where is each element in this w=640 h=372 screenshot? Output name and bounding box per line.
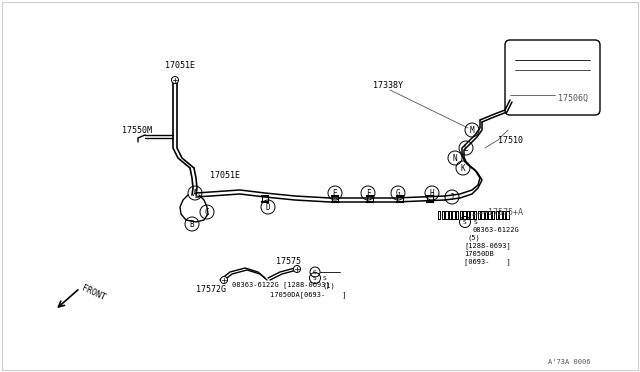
Text: 17051E: 17051E: [210, 170, 240, 180]
Text: 08363-6122G: 08363-6122G: [473, 227, 520, 233]
Text: 17575+A: 17575+A: [488, 208, 523, 217]
Circle shape: [221, 276, 227, 283]
Text: A: A: [193, 189, 197, 198]
Text: J: J: [450, 192, 454, 202]
Text: L: L: [464, 144, 468, 153]
Text: M: M: [470, 125, 474, 135]
Text: 17050DB: 17050DB: [464, 251, 493, 257]
Text: S: S: [313, 269, 317, 275]
Text: K: K: [461, 164, 465, 173]
Circle shape: [294, 266, 301, 273]
Text: [1288-0693]: [1288-0693]: [464, 243, 511, 249]
Text: B: B: [189, 219, 195, 228]
Text: 17338Y: 17338Y: [373, 80, 403, 90]
Text: 17050DA[0693-    ]: 17050DA[0693- ]: [270, 292, 346, 298]
Text: FRONT: FRONT: [80, 284, 106, 303]
Text: S: S: [313, 276, 317, 280]
Text: 08363-6122G [1288-0693]: 08363-6122G [1288-0693]: [232, 282, 330, 288]
Text: G: G: [396, 189, 400, 198]
Text: 17506Q: 17506Q: [558, 93, 588, 103]
Text: D: D: [266, 202, 270, 212]
Circle shape: [172, 77, 179, 83]
Text: [0693-    ]: [0693- ]: [464, 259, 511, 265]
Text: 17510: 17510: [498, 135, 523, 144]
Text: 17575: 17575: [276, 257, 301, 266]
Text: (1): (1): [323, 283, 336, 289]
Text: 17572G: 17572G: [196, 285, 226, 295]
Text: H: H: [429, 189, 435, 198]
Text: S: S: [323, 276, 327, 280]
Text: (5): (5): [468, 235, 481, 241]
Text: 17051E: 17051E: [165, 61, 195, 70]
Text: E: E: [333, 189, 337, 198]
Text: 17550M: 17550M: [122, 125, 152, 135]
Text: N: N: [452, 154, 458, 163]
Text: S: S: [474, 219, 477, 224]
Text: C: C: [205, 208, 209, 217]
Text: A'73A 0006: A'73A 0006: [548, 359, 591, 365]
Text: S: S: [463, 219, 467, 224]
Text: F: F: [365, 189, 371, 198]
